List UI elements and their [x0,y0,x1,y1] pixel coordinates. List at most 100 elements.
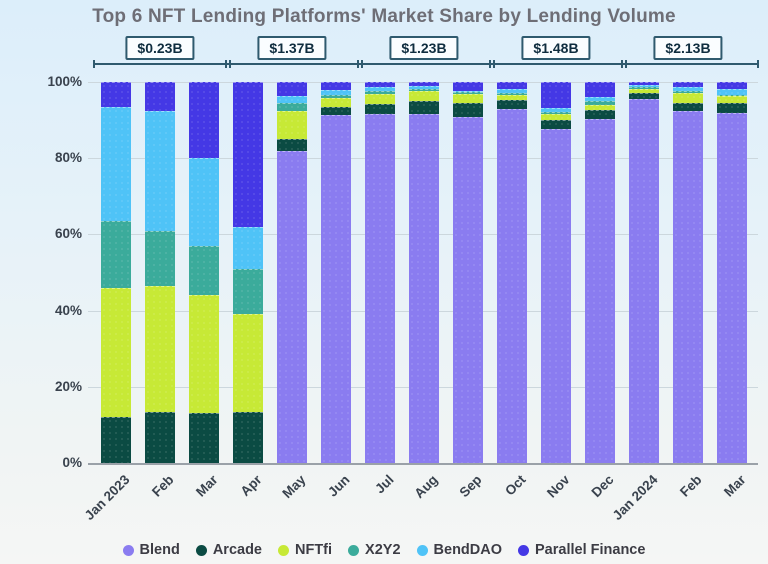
bar-segment-arcade[interactable] [585,110,615,119]
stacked-bar-dec[interactable] [585,82,615,463]
bar-segment-blend[interactable] [629,98,659,463]
bar-segment-x2y2[interactable] [541,111,571,114]
bar-segment-parallel-finance[interactable] [497,82,527,89]
bar-segment-benddao[interactable] [629,85,659,87]
bar-segment-parallel-finance[interactable] [673,82,703,87]
stacked-bar-jul[interactable] [365,82,395,463]
bar-segment-arcade[interactable] [101,417,131,463]
bar-segment-blend[interactable] [409,114,439,463]
bar-segment-parallel-finance[interactable] [145,82,175,111]
bar-segment-benddao[interactable] [673,86,703,92]
bar-segment-x2y2[interactable] [321,94,351,99]
bar-segment-benddao[interactable] [497,88,527,93]
bar-segment-x2y2[interactable] [585,101,615,105]
bar-segment-blend[interactable] [585,118,615,463]
bar-segment-blend[interactable] [717,113,747,463]
bar-segment-blend[interactable] [277,150,307,463]
bar-segment-arcade[interactable] [321,107,351,115]
bar-segment-nftfi[interactable] [497,95,527,100]
bar-segment-parallel-finance[interactable] [541,82,571,108]
stacked-bar-aug[interactable] [409,82,439,463]
bar-segment-benddao[interactable] [585,96,615,102]
bar-segment-benddao[interactable] [321,90,351,95]
bar-segment-blend[interactable] [541,128,571,463]
bar-segment-parallel-finance[interactable] [629,82,659,86]
bar-segment-nftfi[interactable] [673,92,703,103]
bar-segment-arcade[interactable] [189,413,219,463]
bar-segment-blend[interactable] [321,114,351,463]
bar-segment-parallel-finance[interactable] [365,82,395,87]
bar-segment-parallel-finance[interactable] [585,82,615,97]
stacked-bar-may[interactable] [277,82,307,463]
bar-segment-nftfi[interactable] [541,113,571,120]
legend-item-benddao[interactable]: BendDAO [416,542,502,558]
legend-item-arcade[interactable]: Arcade [195,542,262,558]
bar-segment-arcade[interactable] [277,139,307,151]
stacked-bar-apr[interactable] [233,82,263,463]
bar-segment-blend[interactable] [497,109,527,463]
bar-segment-x2y2[interactable] [453,92,483,95]
bar-segment-parallel-finance[interactable] [189,82,219,159]
bar-segment-parallel-finance[interactable] [717,82,747,89]
stacked-bar-sep[interactable] [453,82,483,463]
bar-segment-x2y2[interactable] [629,86,659,89]
bar-segment-x2y2[interactable] [409,89,439,92]
bar-segment-benddao[interactable] [277,95,307,103]
bar-segment-benddao[interactable] [101,106,131,222]
bar-segment-blend[interactable] [673,110,703,463]
bar-segment-nftfi[interactable] [101,287,131,418]
bar-segment-arcade[interactable] [717,103,747,114]
bar-segment-nftfi[interactable] [453,94,483,104]
bar-segment-benddao[interactable] [409,86,439,90]
legend-item-parallel-finance[interactable]: Parallel Finance [518,542,645,558]
legend-item-x2y2[interactable]: X2Y2 [348,542,401,558]
bar-segment-benddao[interactable] [145,110,175,231]
stacked-bar-jan-2024[interactable] [629,82,659,463]
stacked-bar-jan-2023[interactable] [101,82,131,463]
bar-segment-nftfi[interactable] [717,96,747,104]
bar-segment-parallel-finance[interactable] [101,82,131,107]
bar-segment-arcade[interactable] [673,102,703,111]
bar-segment-nftfi[interactable] [321,98,351,108]
stacked-bar-feb[interactable] [673,82,703,463]
bar-segment-x2y2[interactable] [145,230,175,286]
bar-segment-nftfi[interactable] [629,88,659,94]
bar-segment-arcade[interactable] [409,101,439,115]
bar-segment-arcade[interactable] [629,93,659,99]
stacked-bar-jun[interactable] [321,82,351,463]
bar-segment-x2y2[interactable] [233,268,263,315]
bar-segment-arcade[interactable] [365,104,395,115]
bar-segment-x2y2[interactable] [365,90,395,95]
bar-segment-benddao[interactable] [717,88,747,95]
bar-segment-blend[interactable] [453,116,483,463]
bar-segment-blend[interactable] [365,114,395,463]
bar-segment-parallel-finance[interactable] [321,82,351,91]
legend-item-nftfi[interactable]: NFTfi [278,542,332,558]
stacked-bar-mar[interactable] [189,82,219,463]
bar-segment-x2y2[interactable] [717,94,747,97]
bar-segment-x2y2[interactable] [497,92,527,96]
legend-item-blend[interactable]: Blend [122,542,180,558]
bar-segment-nftfi[interactable] [585,104,615,111]
bar-segment-nftfi[interactable] [277,110,307,140]
bar-segment-parallel-finance[interactable] [277,82,307,96]
bar-segment-x2y2[interactable] [189,245,219,296]
bar-segment-nftfi[interactable] [189,295,219,414]
bar-segment-nftfi[interactable] [145,285,175,412]
bar-segment-parallel-finance[interactable] [233,82,263,227]
bar-segment-benddao[interactable] [365,86,395,91]
bar-segment-parallel-finance[interactable] [453,82,483,92]
bar-segment-arcade[interactable] [541,119,571,129]
stacked-bar-mar[interactable] [717,82,747,463]
bar-segment-benddao[interactable] [233,226,263,269]
bar-segment-x2y2[interactable] [673,91,703,93]
stacked-bar-oct[interactable] [497,82,527,463]
bar-segment-nftfi[interactable] [409,91,439,102]
bar-segment-arcade[interactable] [145,411,175,463]
bar-segment-x2y2[interactable] [277,102,307,111]
bar-segment-parallel-finance[interactable] [409,82,439,87]
stacked-bar-nov[interactable] [541,82,571,463]
stacked-bar-feb[interactable] [145,82,175,463]
bar-segment-arcade[interactable] [453,103,483,117]
bar-segment-benddao[interactable] [189,158,219,246]
